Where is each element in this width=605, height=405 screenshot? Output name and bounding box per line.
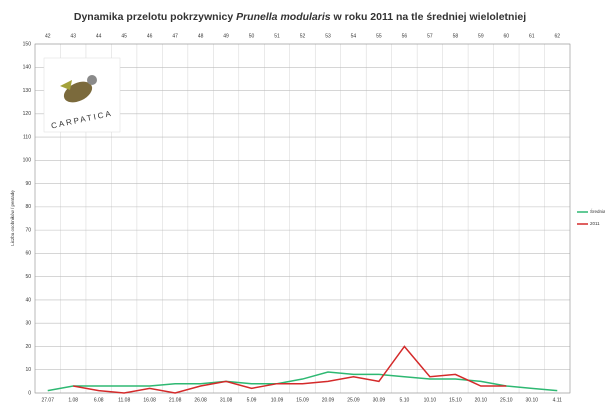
y-tick-label: 10 — [25, 367, 31, 373]
legend-label: 2011 — [590, 221, 600, 226]
x-tick-label: 15.10 — [449, 397, 462, 403]
top-tick-label: 48 — [198, 33, 204, 39]
x-tick-label: 1.08 — [68, 397, 78, 403]
x-tick-label: 15.09 — [296, 397, 309, 403]
y-tick-label: 110 — [23, 134, 31, 140]
x-tick-label: 20.10 — [475, 397, 488, 403]
top-tick-label: 54 — [351, 33, 357, 39]
top-tick-label: 47 — [172, 33, 178, 39]
y-tick-label: 80 — [25, 204, 31, 210]
x-tick-label: 25.09 — [347, 397, 360, 403]
x-tick-label: 10.10 — [424, 397, 437, 403]
y-tick-label: 140 — [23, 65, 32, 71]
chart-title: Dynamika przelotu pokrzywnicy Prunella m… — [74, 11, 526, 23]
x-tick-label: 30.10 — [526, 397, 539, 403]
x-tick-label: 10.09 — [271, 397, 284, 403]
x-tick-label: 11.08 — [118, 397, 130, 403]
x-tick-label: 31.08 — [220, 397, 233, 403]
y-tick-label: 150 — [23, 41, 32, 47]
y-tick-label: 130 — [23, 88, 32, 94]
y-tick-label: 40 — [25, 297, 31, 303]
x-tick-label: 26.08 — [194, 397, 207, 403]
x-tick-label: 30.09 — [373, 397, 386, 403]
x-tick-label: 16.08 — [143, 397, 156, 403]
x-tick-label: 20.09 — [322, 397, 335, 403]
y-tick-label: 30 — [25, 321, 31, 327]
top-tick-label: 51 — [274, 33, 280, 39]
y-tick-label: 90 — [25, 181, 31, 187]
top-tick-label: 59 — [478, 33, 484, 39]
x-tick-label: 27.07 — [41, 397, 54, 403]
top-tick-label: 50 — [249, 33, 255, 39]
title-start: Dynamika przelotu pokrzywnicy — [74, 11, 236, 23]
title-end: w roku 2011 na tle średniej wieloletniej — [331, 11, 527, 23]
y-tick-label: 0 — [28, 390, 31, 396]
top-tick-label: 43 — [70, 33, 76, 39]
top-tick-label: 44 — [96, 33, 102, 39]
logo: CARPATICA — [44, 58, 120, 132]
top-tick-label: 62 — [554, 33, 560, 39]
y-tick-label: 100 — [23, 158, 32, 164]
x-tick-label: 4.11 — [553, 397, 563, 403]
top-tick-label: 42 — [45, 33, 51, 39]
y-axis-label: Liczba osobników / pentadę — [10, 190, 15, 246]
top-tick-label: 57 — [427, 33, 433, 39]
top-tick-label: 60 — [504, 33, 510, 39]
x-tick-label: 5.09 — [247, 397, 257, 403]
top-tick-label: 49 — [223, 33, 229, 39]
legend-label: Średnia — [590, 207, 605, 214]
top-tick-label: 45 — [121, 33, 127, 39]
y-tick-label: 60 — [25, 251, 31, 257]
top-tick-label: 55 — [376, 33, 382, 39]
top-tick-label: 56 — [402, 33, 408, 39]
y-tick-label: 70 — [25, 227, 31, 233]
top-tick-label: 53 — [325, 33, 331, 39]
logo-bird-head — [87, 75, 97, 85]
top-tick-label: 52 — [300, 33, 306, 39]
chart: Dynamika przelotu pokrzywnicy Prunella m… — [0, 0, 605, 405]
x-tick-label: 5.10 — [400, 397, 410, 403]
y-tick-label: 50 — [25, 274, 31, 280]
title-species: Prunella modularis — [236, 11, 331, 23]
top-tick-label: 58 — [453, 33, 459, 39]
x-tick-label: 25.10 — [500, 397, 513, 403]
top-tick-label: 61 — [529, 33, 535, 39]
x-tick-label: 6.08 — [94, 397, 104, 403]
x-tick-label: 21.08 — [169, 397, 182, 403]
top-tick-label: 46 — [147, 33, 153, 39]
y-tick-label: 120 — [23, 111, 32, 117]
y-tick-label: 20 — [25, 344, 31, 350]
